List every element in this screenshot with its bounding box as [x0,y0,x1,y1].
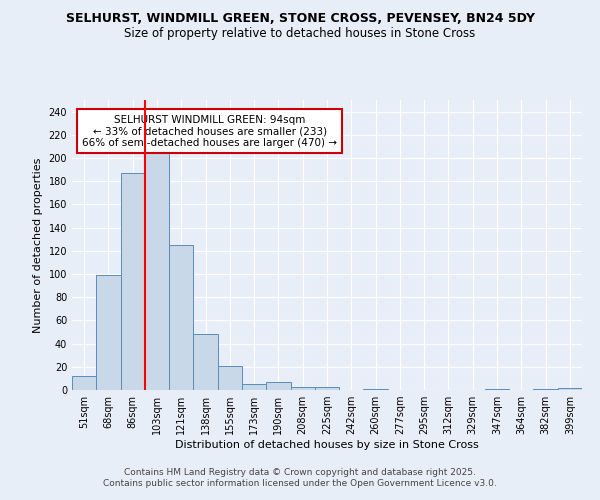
Text: Contains HM Land Registry data © Crown copyright and database right 2025.
Contai: Contains HM Land Registry data © Crown c… [103,468,497,487]
Bar [315,386,339,390]
Bar [96,275,121,390]
Bar [533,389,558,390]
Text: SELHURST, WINDMILL GREEN, STONE CROSS, PEVENSEY, BN24 5DY: SELHURST, WINDMILL GREEN, STONE CROSS, P… [65,12,535,26]
Bar [218,366,242,390]
Bar [193,334,218,390]
Y-axis label: Number of detached properties: Number of detached properties [33,158,43,332]
Bar [145,152,169,390]
Bar [169,245,193,390]
Text: SELHURST WINDMILL GREEN: 94sqm
← 33% of detached houses are smaller (233)
66% of: SELHURST WINDMILL GREEN: 94sqm ← 33% of … [82,114,337,148]
X-axis label: Distribution of detached houses by size in Stone Cross: Distribution of detached houses by size … [175,440,479,450]
Text: Size of property relative to detached houses in Stone Cross: Size of property relative to detached ho… [124,28,476,40]
Bar [290,386,315,390]
Bar [121,173,145,390]
Bar [485,389,509,390]
Bar [72,376,96,390]
Bar [558,388,582,390]
Bar [242,384,266,390]
Bar [266,382,290,390]
Bar [364,389,388,390]
